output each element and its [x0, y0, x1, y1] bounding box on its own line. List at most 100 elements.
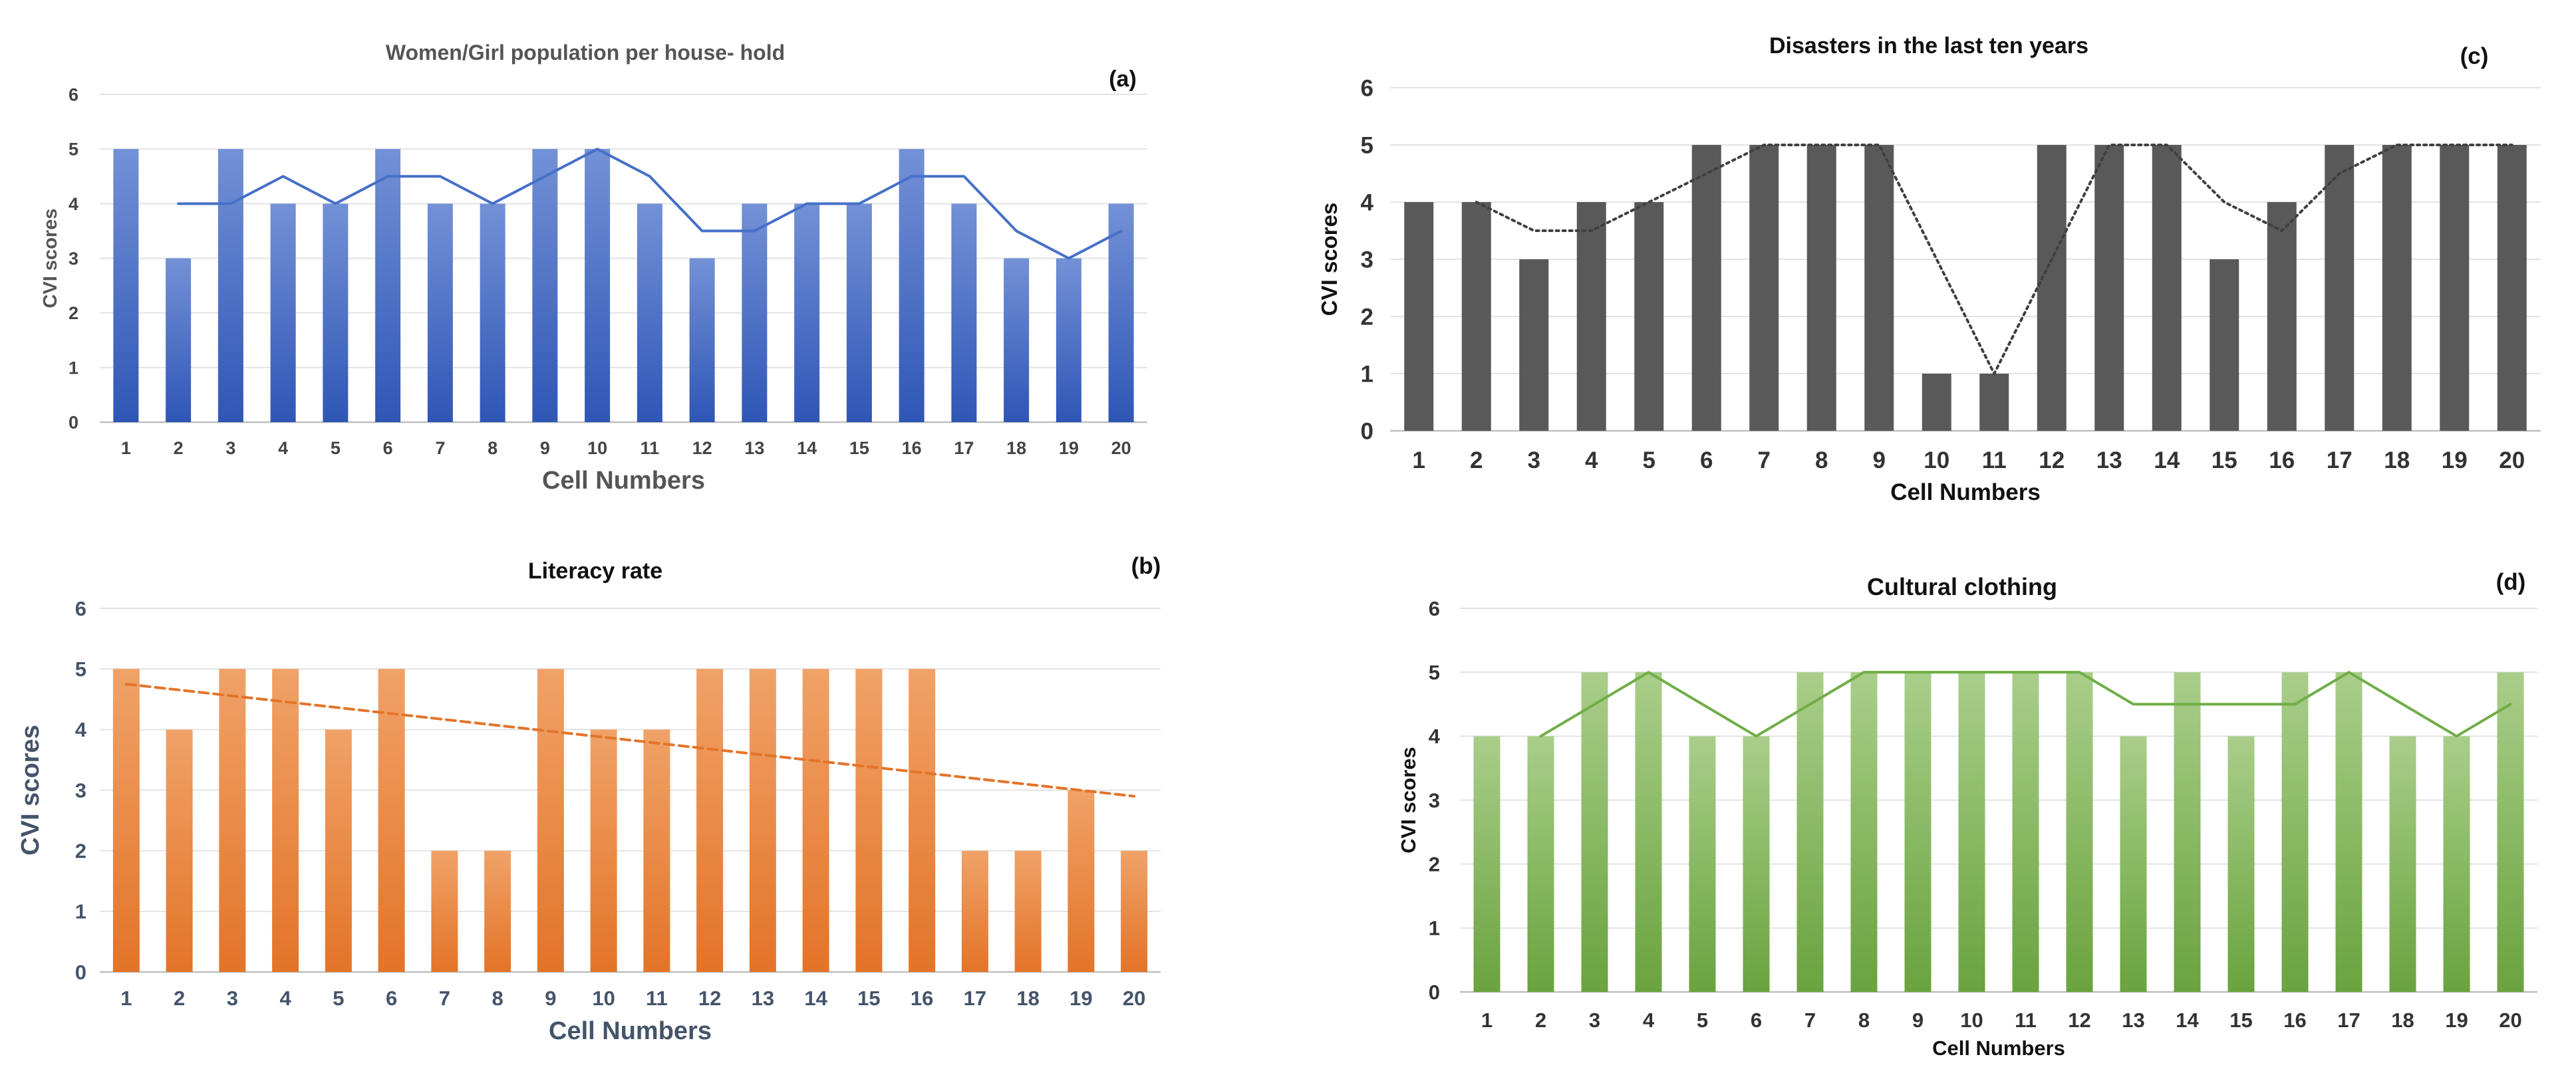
bar-a-14 [794, 203, 820, 422]
x-tick-label: 9 [1912, 1009, 1924, 1032]
x-tick-label: 6 [383, 438, 393, 458]
x-tick-label: 15 [2229, 1009, 2252, 1032]
x-tick-label: 16 [911, 987, 933, 1010]
chart-title: Disasters in the last ten years [1769, 33, 2088, 59]
x-tick-label: 18 [2391, 1009, 2414, 1032]
bar-d-5 [1689, 736, 1716, 992]
x-tick-label: 8 [1815, 447, 1828, 473]
x-tick-label: 9 [540, 438, 550, 458]
bar-d-12 [2066, 672, 2093, 992]
bar-c-16 [2267, 202, 2297, 431]
x-tick-label: 19 [1070, 987, 1092, 1010]
panel-label: (b) [1131, 553, 1161, 579]
x-tick-label: 5 [1643, 447, 1655, 473]
x-tick-label: 14 [2176, 1009, 2199, 1032]
y-axis-label: CVI scores [1397, 747, 1420, 853]
bar-d-19 [2443, 736, 2470, 992]
x-axis-label: Cell Numbers [542, 467, 705, 495]
bar-d-6 [1743, 736, 1770, 992]
y-tick-label: 0 [1361, 418, 1373, 444]
bar-a-10 [585, 149, 611, 422]
chart-title: Cultural clothing [1867, 573, 2057, 600]
bar-d-11 [2012, 672, 2039, 992]
x-tick-label: 2 [174, 438, 184, 458]
x-tick-label: 15 [2212, 447, 2237, 473]
x-tick-label: 10 [1960, 1009, 1983, 1032]
y-axis-label: CVI scores [17, 725, 45, 855]
x-tick-label: 13 [744, 438, 764, 458]
bar-b-9 [537, 669, 564, 972]
x-tick-label: 1 [120, 987, 132, 1010]
x-tick-label: 5 [331, 438, 341, 458]
bar-c-9 [1864, 145, 1894, 431]
x-tick-label: 14 [2154, 447, 2180, 473]
bar-a-15 [846, 203, 872, 422]
bar-c-13 [2094, 145, 2124, 431]
bar-b-18 [1014, 850, 1042, 972]
bar-a-2 [166, 258, 192, 422]
trend-line-c [1475, 144, 2513, 375]
bar-b-3 [219, 669, 246, 972]
bar-c-18 [2382, 145, 2412, 431]
y-tick-label: 4 [75, 718, 87, 741]
bar-d-18 [2389, 736, 2416, 992]
x-tick-label: 2 [1535, 1009, 1546, 1032]
bar-b-14 [802, 669, 829, 972]
x-tick-label: 4 [280, 987, 292, 1010]
x-tick-label: 20 [1111, 438, 1131, 458]
y-tick-label: 3 [1429, 788, 1440, 812]
y-tick-label: 2 [1429, 853, 1440, 876]
bar-d-17 [2335, 672, 2362, 992]
y-tick-label: 4 [69, 194, 78, 214]
x-tick-label: 5 [333, 987, 344, 1010]
bar-d-7 [1796, 672, 1824, 992]
bar-b-10 [590, 729, 617, 972]
panel-label: (d) [2496, 569, 2526, 595]
x-tick-label: 4 [1643, 1009, 1655, 1032]
bar-c-19 [2440, 145, 2470, 431]
x-tick-label: 6 [1751, 1009, 1762, 1032]
bar-b-12 [696, 669, 724, 972]
x-tick-label: 13 [2096, 447, 2122, 473]
bar-a-19 [1056, 258, 1081, 422]
panel-label: (c) [2460, 43, 2489, 69]
x-tick-label: 18 [2384, 447, 2410, 473]
x-tick-label: 17 [2327, 447, 2353, 473]
panel-label: (a) [1109, 66, 1137, 92]
x-tick-label: 15 [857, 987, 880, 1010]
bar-b-19 [1068, 790, 1095, 972]
bar-a-11 [637, 203, 662, 422]
bar-c-17 [2325, 145, 2355, 431]
x-tick-label: 4 [1585, 447, 1598, 473]
x-axis-label: Cell Numbers [549, 1017, 712, 1045]
bar-c-10 [1922, 374, 1951, 431]
y-tick-label: 6 [69, 84, 78, 104]
bar-b-4 [272, 669, 299, 972]
x-tick-label: 9 [1873, 447, 1886, 473]
x-tick-label: 11 [641, 438, 660, 458]
bar-d-8 [1850, 672, 1878, 992]
bar-d-13 [2120, 736, 2147, 992]
bar-a-6 [375, 149, 401, 422]
bar-d-20 [2497, 672, 2524, 992]
y-tick-label: 2 [69, 303, 78, 323]
x-tick-label: 11 [646, 987, 668, 1010]
x-tick-label: 7 [435, 438, 445, 458]
bar-c-3 [1519, 259, 1549, 431]
y-tick-label: 5 [1429, 661, 1440, 684]
bar-a-1 [113, 149, 139, 422]
bar-c-14 [2152, 145, 2182, 431]
x-tick-label: 3 [225, 438, 235, 458]
bar-d-10 [1958, 672, 1985, 992]
x-tick-label: 8 [492, 987, 503, 1010]
y-tick-label: 0 [69, 412, 78, 432]
x-tick-label: 18 [1006, 438, 1026, 458]
y-tick-label: 2 [1361, 304, 1373, 330]
bar-d-2 [1527, 736, 1554, 992]
x-tick-label: 7 [1804, 1009, 1816, 1032]
y-tick-label: 4 [1429, 725, 1441, 748]
bar-c-8 [1806, 145, 1836, 431]
bar-d-1 [1473, 736, 1501, 992]
